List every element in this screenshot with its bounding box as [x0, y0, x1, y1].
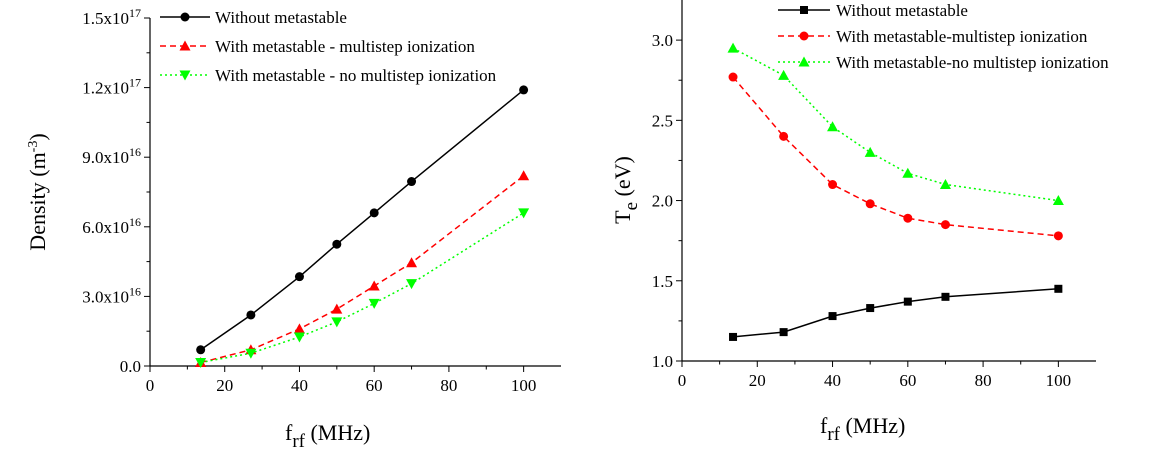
x-tick-label: 40: [824, 371, 841, 390]
series-3: [195, 208, 530, 369]
data-point: [368, 298, 380, 309]
data-point: [828, 180, 838, 190]
series-line: [732, 76, 1059, 237]
y-tick-label: 1.5x1017: [82, 6, 141, 28]
data-point: [728, 72, 738, 82]
x-axis-label: frf (MHz): [820, 413, 905, 445]
legend-label: With metastable - multistep ionization: [215, 37, 475, 56]
legend: Without metastable With metastable - mult…: [160, 8, 497, 85]
data-point: [331, 317, 343, 328]
x-tick-label: 0: [146, 376, 155, 395]
data-point: [1054, 284, 1063, 293]
y-tick-label: 1.2x1017: [82, 76, 141, 98]
x-tick-label: 0: [678, 371, 687, 390]
data-point: [293, 323, 305, 334]
data-point: [779, 328, 788, 337]
data-point: [864, 146, 876, 157]
y-tick-label: 9.0x1016: [82, 145, 141, 167]
data-point: [368, 280, 380, 291]
x-tick-label: 100: [1046, 371, 1072, 390]
y-tick-label: 1.5: [652, 272, 673, 291]
y-tick-label: 1.0: [652, 352, 673, 371]
series-line: [200, 212, 525, 364]
y-tick-label: 2.5: [652, 111, 673, 130]
legend-marker: [179, 40, 191, 51]
data-point: [939, 179, 951, 190]
data-point: [828, 312, 837, 321]
y-tick-label: 2.0: [652, 192, 673, 211]
y-tick-label: 3.0x1016: [82, 284, 141, 306]
series-1: [196, 85, 529, 355]
chart-2: 0 20 40 60 80 100 1.0 1.5 2.0 2.5 3.0 frf (MHz) Te (…: [610, 0, 1109, 445]
data-point: [866, 304, 875, 313]
data-point: [940, 220, 950, 230]
legend-marker: [180, 12, 190, 22]
x-tick-label: 60: [899, 371, 916, 390]
data-point: [1053, 231, 1063, 241]
x-tick-label: 80: [440, 376, 457, 395]
data-point: [332, 239, 342, 249]
data-point: [727, 42, 739, 53]
y-tick-label: 0.0: [120, 357, 141, 376]
data-point: [903, 297, 912, 306]
legend-label: Without metastable: [215, 8, 347, 27]
x-tick-label: 20: [749, 371, 766, 390]
legend: Without metastable With metastable-multis…: [778, 1, 1109, 72]
legend-label: With metastable - no multistep ionizatio…: [215, 66, 497, 85]
series-2: [195, 170, 530, 368]
x-tick-label: 40: [291, 376, 308, 395]
data-point: [519, 85, 529, 95]
y-tick-label: 3.0: [652, 31, 673, 50]
data-point: [245, 348, 257, 359]
data-point: [331, 303, 343, 314]
data-point: [196, 345, 206, 355]
legend-label: Without metastable: [836, 1, 968, 20]
legend-label: With metastable-multistep ionization: [836, 27, 1088, 46]
data-point: [406, 279, 418, 290]
x-tick-label: 60: [366, 376, 383, 395]
legend-label: With metastable-no multistep ionization: [836, 53, 1109, 72]
series-2: [728, 72, 1063, 241]
series-line: [200, 175, 525, 364]
legend-marker: [798, 56, 810, 67]
data-point: [406, 257, 418, 268]
data-point: [518, 170, 530, 181]
data-point: [865, 199, 875, 209]
y-tick-label: 6.0x1016: [82, 215, 141, 237]
legend-marker: [800, 6, 808, 14]
legend-marker: [799, 31, 809, 41]
data-point: [779, 131, 789, 141]
data-point: [294, 272, 304, 282]
x-tick-label: 80: [975, 371, 992, 390]
data-point: [369, 208, 379, 218]
data-point: [518, 208, 530, 219]
data-point: [941, 292, 950, 301]
y-axis-label: Density (m-3): [25, 133, 50, 250]
data-point: [195, 358, 207, 369]
legend-marker: [179, 70, 191, 81]
data-point: [1052, 195, 1064, 206]
data-point: [246, 310, 256, 320]
data-point: [729, 332, 738, 341]
series-3: [727, 42, 1064, 206]
data-point: [902, 167, 914, 178]
data-point: [407, 177, 417, 187]
x-tick-label: 100: [511, 376, 537, 395]
data-point: [827, 121, 839, 132]
y-axis-label: Te (eV): [610, 156, 642, 224]
data-point: [778, 69, 790, 80]
data-point: [293, 332, 305, 343]
series-1: [729, 284, 1063, 341]
x-tick-label: 20: [216, 376, 233, 395]
x-axis-label: frf (MHz): [285, 420, 370, 450]
chart-1: 0 20 40 60 80 100 0.0 3.0x1016 6.0x1016 9.0x1016 1…: [25, 6, 561, 450]
data-point: [903, 213, 913, 223]
